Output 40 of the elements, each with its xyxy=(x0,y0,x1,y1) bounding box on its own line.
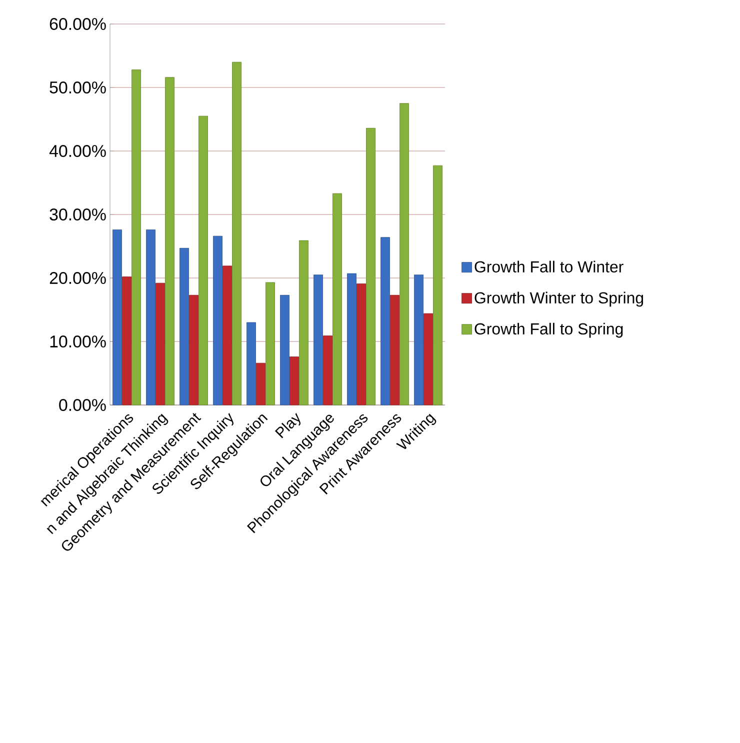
bar xyxy=(380,237,390,406)
bar xyxy=(213,236,222,406)
legend-label: Growth Fall to Spring xyxy=(474,322,623,338)
bar xyxy=(314,274,323,406)
bar xyxy=(366,128,376,406)
bar xyxy=(122,276,132,406)
bar xyxy=(280,294,290,406)
bar xyxy=(146,230,156,406)
y-tick-label: 20.00% xyxy=(50,272,106,284)
bar xyxy=(198,116,208,406)
bar xyxy=(400,103,409,406)
bar xyxy=(132,70,141,406)
y-tick-label: 0.00% xyxy=(59,399,106,411)
bar xyxy=(180,248,189,406)
bar xyxy=(189,294,198,406)
bar xyxy=(290,356,299,406)
y-tick-label: 60.00% xyxy=(50,18,106,30)
bar xyxy=(299,240,308,406)
bar xyxy=(266,282,275,406)
bar xyxy=(246,322,256,406)
bar xyxy=(156,282,165,406)
bar xyxy=(323,336,332,406)
bar xyxy=(347,273,356,406)
bar xyxy=(232,62,242,406)
bar xyxy=(424,313,433,406)
legend-label: Growth Winter to Spring xyxy=(474,292,644,307)
legend-label: Growth Fall to Winter xyxy=(474,260,624,272)
y-tick-label: 40.00% xyxy=(49,145,106,157)
bar xyxy=(414,274,424,406)
bar xyxy=(433,165,442,406)
y-tick-label: 30.00% xyxy=(50,208,106,220)
bar xyxy=(356,284,366,406)
y-tick-label: 10.00% xyxy=(50,336,106,348)
bar xyxy=(112,230,122,406)
bar xyxy=(222,266,232,406)
bar xyxy=(256,362,266,406)
bar xyxy=(165,77,174,406)
bar xyxy=(390,294,400,406)
bar xyxy=(332,193,342,406)
y-tick-label: 50.00% xyxy=(50,82,106,94)
